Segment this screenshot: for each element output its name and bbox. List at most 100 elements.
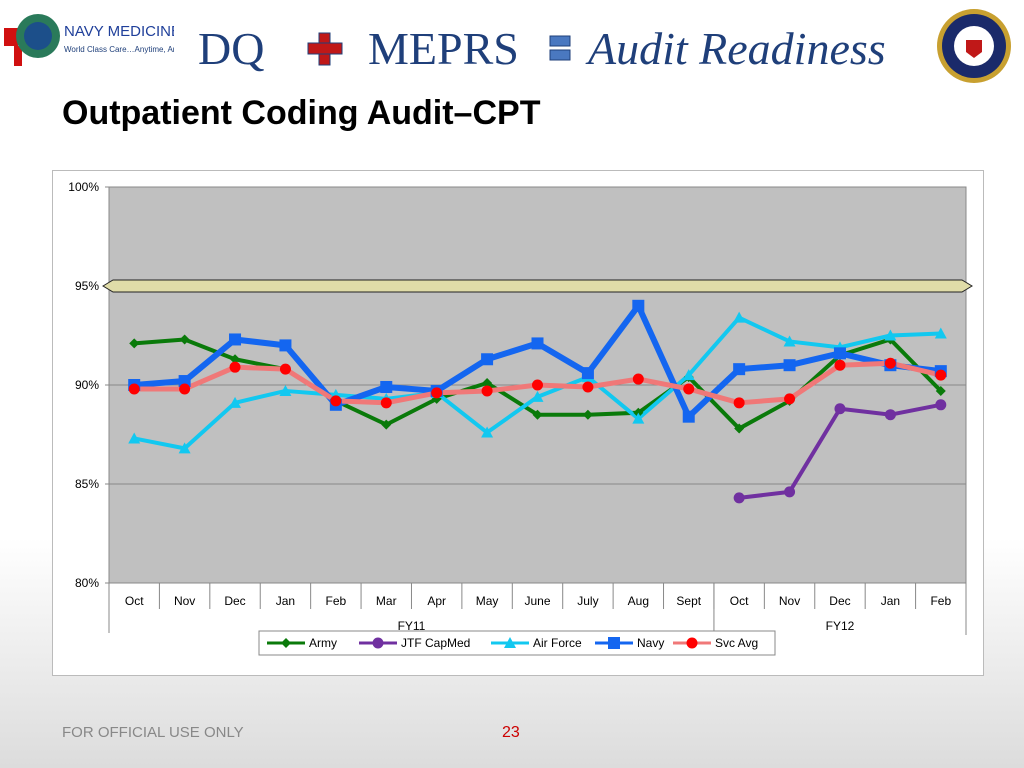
data-point-army bbox=[179, 334, 190, 345]
data-point-air-force bbox=[279, 384, 292, 396]
data-point-svc-avg bbox=[834, 359, 846, 371]
data-point-svc-avg bbox=[733, 397, 745, 409]
y-tick-label: 85% bbox=[75, 477, 99, 491]
data-point-svc-avg bbox=[279, 363, 291, 375]
legend-label: Air Force bbox=[533, 636, 582, 650]
data-point-svc-avg bbox=[330, 395, 342, 407]
data-point-svc-avg bbox=[784, 393, 796, 405]
data-point-jtf-capmed bbox=[884, 409, 896, 421]
data-point-svc-avg bbox=[582, 381, 594, 393]
data-point-svc-avg bbox=[431, 387, 443, 399]
legend-label: Navy bbox=[637, 636, 664, 650]
data-point-army bbox=[230, 354, 241, 365]
y-tick-label: 90% bbox=[75, 378, 99, 392]
data-point-navy bbox=[783, 359, 796, 372]
x-tick-label: Mar bbox=[376, 594, 397, 608]
data-point-navy bbox=[380, 380, 393, 393]
data-point-navy bbox=[531, 337, 544, 350]
x-group-label: FY12 bbox=[826, 619, 855, 633]
data-point-air-force bbox=[682, 369, 695, 381]
data-point-navy bbox=[229, 333, 242, 346]
data-point-navy bbox=[178, 375, 191, 388]
goal-line bbox=[102, 279, 973, 293]
x-tick-label: Sept bbox=[676, 594, 701, 608]
x-tick-label: Nov bbox=[174, 594, 195, 608]
navy-medicine-logo: NAVY MEDICINE World Class Care…Anytime, … bbox=[4, 14, 174, 66]
data-point-air-force bbox=[178, 442, 191, 454]
data-point-air-force bbox=[934, 327, 947, 339]
data-point-air-force bbox=[229, 396, 242, 408]
legend-marker bbox=[504, 637, 516, 648]
x-group-label: FY11 bbox=[398, 619, 426, 633]
dq-label: DQ bbox=[198, 23, 265, 74]
slide-header: NAVY MEDICINE World Class Care…Anytime, … bbox=[0, 0, 1024, 83]
line-chart: 80% 85% 90% 95% 100% Oct Nov Dec Jan Feb Mar Apr May… bbox=[68, 180, 973, 656]
x-tick-label: Dec bbox=[829, 594, 850, 608]
data-point-jtf-capmed bbox=[733, 492, 745, 504]
logo-tagline: World Class Care…Anytime, Anywhere bbox=[64, 45, 174, 54]
x-tick-label: Feb bbox=[930, 594, 951, 608]
legend-label: Svc Avg bbox=[715, 636, 758, 650]
data-point-air-force bbox=[128, 432, 141, 444]
data-point-army bbox=[381, 419, 392, 430]
logo-text: NAVY MEDICINE bbox=[64, 23, 174, 40]
y-tick-label: 95% bbox=[75, 279, 99, 293]
x-tick-label: Aug bbox=[628, 594, 649, 608]
x-tick-label: Jan bbox=[881, 594, 900, 608]
plus-icon bbox=[307, 32, 343, 66]
data-point-army bbox=[532, 409, 543, 420]
data-point-jtf-capmed bbox=[784, 486, 796, 498]
data-point-army bbox=[129, 338, 140, 349]
x-tick-label: Jan bbox=[276, 594, 295, 608]
data-point-navy bbox=[481, 353, 494, 366]
data-point-svc-avg bbox=[532, 379, 543, 391]
page-number: 23 bbox=[502, 724, 520, 741]
x-tick-label: Oct bbox=[730, 594, 749, 608]
data-point-svc-avg bbox=[380, 397, 392, 409]
y-tick-label: 80% bbox=[75, 576, 99, 590]
y-tick-label: 100% bbox=[68, 180, 99, 194]
meprs-label: MEPRS bbox=[368, 23, 519, 74]
data-point-air-force bbox=[531, 390, 544, 402]
x-tick-label: Oct bbox=[125, 594, 144, 608]
equals-icon bbox=[549, 35, 571, 61]
data-point-army bbox=[431, 393, 442, 404]
legend-label: JTF CapMed bbox=[401, 636, 470, 650]
x-tick-label: Feb bbox=[326, 594, 347, 608]
data-point-svc-avg bbox=[229, 361, 241, 373]
data-point-army bbox=[734, 423, 745, 434]
classification-footer: FOR OFFICIAL USE ONLY bbox=[62, 724, 244, 741]
data-point-svc-avg bbox=[935, 369, 947, 381]
data-point-navy bbox=[632, 299, 645, 312]
data-point-svc-avg bbox=[884, 357, 896, 369]
data-point-navy bbox=[279, 339, 292, 352]
legend-marker bbox=[608, 637, 620, 649]
data-point-navy bbox=[733, 363, 746, 376]
data-point-svc-avg bbox=[481, 385, 493, 397]
slide-title: Outpatient Coding Audit–CPT bbox=[62, 94, 541, 132]
audit-readiness-label: Audit Readiness bbox=[588, 23, 886, 74]
data-point-air-force bbox=[632, 412, 645, 424]
x-tick-label: July bbox=[577, 594, 598, 608]
data-point-air-force bbox=[733, 311, 746, 323]
data-point-svc-avg bbox=[179, 383, 191, 395]
data-point-svc-avg bbox=[128, 383, 140, 395]
data-point-army bbox=[935, 385, 946, 396]
data-point-jtf-capmed bbox=[834, 403, 846, 415]
data-point-air-force bbox=[884, 329, 897, 341]
data-point-air-force bbox=[783, 335, 796, 347]
x-tick-label: Dec bbox=[224, 594, 245, 608]
x-tick-label: May bbox=[476, 594, 499, 608]
data-point-navy bbox=[682, 410, 695, 423]
data-point-svc-avg bbox=[632, 373, 644, 385]
data-point-navy bbox=[833, 347, 846, 360]
data-point-air-force bbox=[481, 426, 494, 438]
data-point-svc-avg bbox=[683, 383, 695, 395]
data-point-jtf-capmed bbox=[935, 399, 947, 411]
x-tick-label: Apr bbox=[427, 594, 446, 608]
data-point-navy bbox=[581, 367, 594, 380]
legend-marker bbox=[281, 638, 291, 648]
data-point-army bbox=[482, 378, 493, 389]
x-tick-label: June bbox=[524, 594, 550, 608]
x-tick-label: Nov bbox=[779, 594, 800, 608]
